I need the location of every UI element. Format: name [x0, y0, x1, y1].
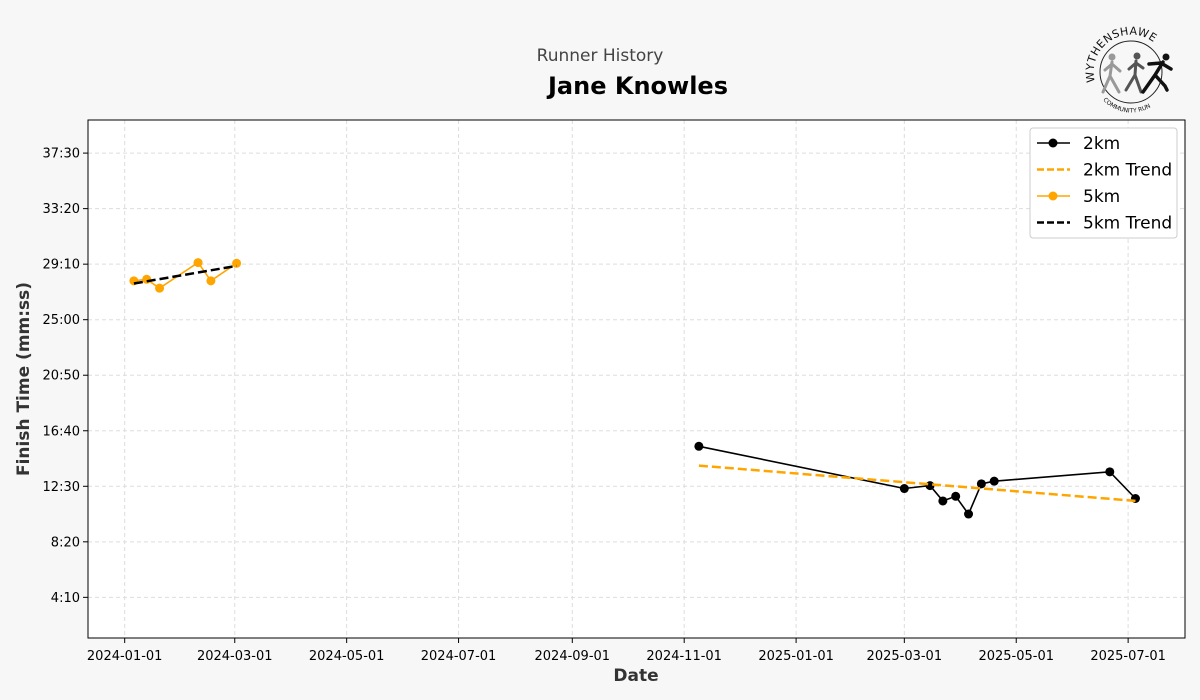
logo-text: WYTHENSHAWE — [1083, 25, 1159, 84]
y-tick-label: 16:40 — [43, 424, 80, 439]
plot-frame — [87, 119, 1186, 639]
legend-label-5km: 5km — [1083, 187, 1120, 207]
data-point-2km — [694, 441, 704, 451]
y-tick-label: 25:00 — [43, 313, 80, 328]
series-line-2km-trend — [698, 464, 1136, 503]
chart-subtitle: Runner History — [536, 46, 664, 66]
data-point-2km — [989, 476, 999, 486]
chart-title: Jane Knowles — [548, 72, 728, 100]
data-point-2km — [976, 479, 986, 489]
series-layer — [129, 258, 1140, 519]
series-line-2km — [698, 445, 1137, 516]
y-tick-label: 33:20 — [43, 202, 80, 217]
plot-background — [88, 120, 1185, 638]
series-line-5km-trend — [133, 264, 237, 285]
y-tick-label: 20:50 — [43, 369, 80, 384]
x-tick-label: 2025-07-01 — [1090, 649, 1166, 664]
data-point-5km — [142, 274, 152, 284]
legend-label-2km-trend: 2km Trend — [1083, 161, 1172, 181]
x-tick-label: 2024-09-01 — [535, 649, 611, 664]
legend-label-2km: 2km — [1083, 134, 1120, 154]
legend-marker-5km — [1048, 191, 1058, 201]
data-point-2km — [899, 484, 909, 494]
y-tick-label: 4:10 — [51, 591, 80, 606]
y-tick-label: 37:30 — [43, 147, 80, 162]
y-tick-label: 12:30 — [43, 480, 80, 495]
x-axis-title: Date — [613, 666, 658, 686]
x-tick-label: 2024-05-01 — [309, 649, 385, 664]
x-tick-label: 2024-07-01 — [421, 649, 497, 664]
data-point-2km — [964, 509, 974, 519]
data-point-2km — [1105, 467, 1115, 477]
x-tick-label: 2024-01-01 — [87, 649, 163, 664]
y-tick-label: 8:20 — [51, 535, 80, 550]
x-tick-label: 2025-01-01 — [758, 649, 834, 664]
runner-icon-mid — [1124, 52, 1145, 94]
data-point-5km — [193, 258, 203, 268]
x-axis: 2024-01-01 2024-03-01 2024-05-01 2024-07-01… — [87, 638, 1166, 664]
grid-lines — [88, 120, 1185, 638]
data-point-5km — [155, 283, 165, 293]
y-axis: 4:10 8:20 12:30 16:40 20:50 25:00 29:10 33:20 37… — [43, 147, 88, 606]
wythenshawe-logo: WYTHENSHAWE COMMUNITY RUN — [1083, 25, 1173, 115]
y-axis-title: Finish Time (mm:ss) — [14, 282, 34, 476]
legend-label-5km-trend: 5km Trend — [1083, 214, 1172, 234]
y-tick-label: 29:10 — [43, 258, 80, 273]
x-tick-label: 2025-05-01 — [978, 649, 1054, 664]
logo-subtext: COMMUNITY RUN — [1102, 96, 1152, 114]
data-point-5km — [232, 258, 242, 268]
legend-box — [1029, 127, 1178, 239]
x-tick-label: 2024-03-01 — [197, 649, 273, 664]
data-point-2km — [938, 496, 948, 506]
data-point-5km — [206, 276, 216, 286]
data-point-2km — [951, 491, 961, 501]
legend-marker-2km — [1048, 138, 1058, 148]
x-tick-label: 2025-03-01 — [867, 649, 943, 664]
legend: 2km 2km Trend 5km 5km Trend — [1029, 127, 1178, 239]
logo-ring — [1099, 40, 1163, 104]
x-tick-label: 2024-11-01 — [646, 649, 722, 664]
runner-icon-dark — [1141, 53, 1173, 94]
runner-icon-light — [1101, 53, 1122, 94]
